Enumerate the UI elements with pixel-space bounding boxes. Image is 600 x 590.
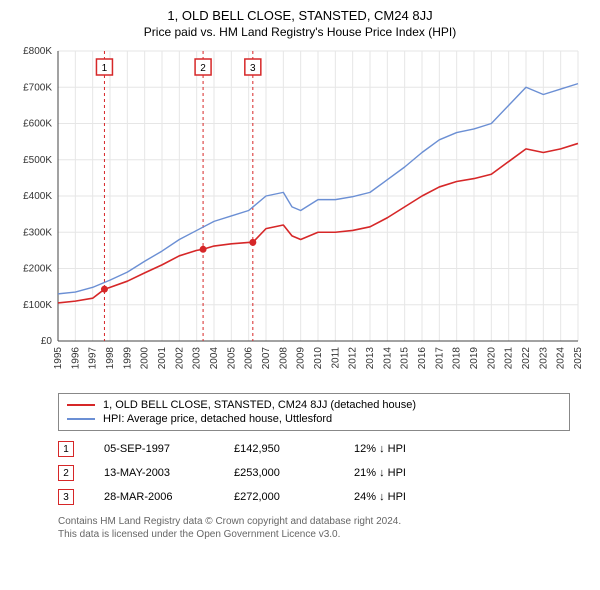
svg-text:2022: 2022 (521, 347, 532, 370)
event-row: 2 13-MAY-2003 £253,000 21% ↓ HPI (58, 461, 570, 485)
svg-text:2016: 2016 (417, 347, 428, 370)
svg-text:1998: 1998 (105, 347, 116, 370)
svg-text:2020: 2020 (486, 347, 497, 370)
svg-text:2011: 2011 (330, 347, 341, 369)
footer-attribution: Contains HM Land Registry data © Crown c… (58, 515, 570, 541)
svg-text:2024: 2024 (556, 347, 567, 370)
svg-text:2008: 2008 (278, 347, 289, 370)
svg-text:£400K: £400K (23, 191, 52, 202)
svg-text:2003: 2003 (192, 347, 203, 370)
legend-label: HPI: Average price, detached house, Uttl… (103, 413, 332, 425)
legend-swatch (67, 418, 95, 420)
svg-text:£600K: £600K (23, 119, 52, 130)
svg-text:2012: 2012 (348, 347, 359, 370)
chart-svg: £0 £100K £200K £300K £400K £500K £600K £700K £80… (10, 45, 590, 385)
svg-text:2015: 2015 (400, 347, 411, 370)
svg-text:2000: 2000 (140, 347, 151, 370)
svg-text:3: 3 (250, 63, 256, 74)
event-marker: 3 (58, 489, 74, 505)
svg-text:2021: 2021 (504, 347, 515, 370)
event-price: £272,000 (234, 491, 324, 503)
svg-text:2019: 2019 (469, 347, 480, 370)
event-price: £253,000 (234, 467, 324, 479)
svg-text:1: 1 (102, 63, 108, 74)
legend-box: 1, OLD BELL CLOSE, STANSTED, CM24 8JJ (d… (58, 393, 570, 431)
svg-text:2023: 2023 (538, 347, 549, 370)
legend-item: HPI: Average price, detached house, Uttl… (67, 412, 561, 426)
svg-text:2009: 2009 (296, 347, 307, 370)
svg-text:2: 2 (200, 63, 206, 74)
svg-text:2018: 2018 (452, 347, 463, 370)
svg-text:1996: 1996 (70, 347, 81, 370)
event-row: 3 28-MAR-2006 £272,000 24% ↓ HPI (58, 485, 570, 509)
event-marker: 2 (58, 465, 74, 481)
svg-text:£0: £0 (41, 336, 53, 347)
chart-container: 1, OLD BELL CLOSE, STANSTED, CM24 8JJ Pr… (0, 0, 600, 549)
svg-text:2005: 2005 (226, 347, 237, 370)
event-diff: 21% ↓ HPI (354, 467, 464, 479)
svg-text:2025: 2025 (573, 347, 584, 370)
svg-text:£500K: £500K (23, 155, 52, 166)
svg-text:2010: 2010 (313, 347, 324, 370)
legend-swatch (67, 404, 95, 406)
event-marker: 1 (58, 441, 74, 457)
footer-line-2: This data is licensed under the Open Gov… (58, 528, 570, 541)
svg-text:£200K: £200K (23, 264, 52, 275)
svg-text:1995: 1995 (53, 347, 64, 370)
svg-text:2013: 2013 (365, 347, 376, 370)
event-date: 28-MAR-2006 (104, 491, 204, 503)
event-row: 1 05-SEP-1997 £142,950 12% ↓ HPI (58, 437, 570, 461)
event-date: 05-SEP-1997 (104, 443, 204, 455)
svg-text:£700K: £700K (23, 82, 52, 93)
event-diff: 12% ↓ HPI (354, 443, 464, 455)
legend-item: 1, OLD BELL CLOSE, STANSTED, CM24 8JJ (d… (67, 398, 561, 412)
svg-text:£800K: £800K (23, 46, 52, 57)
svg-text:£100K: £100K (23, 300, 52, 311)
event-price: £142,950 (234, 443, 324, 455)
svg-text:2017: 2017 (434, 347, 445, 370)
svg-text:2001: 2001 (157, 347, 168, 370)
svg-text:1997: 1997 (88, 347, 99, 370)
svg-text:2007: 2007 (261, 347, 272, 370)
svg-text:1999: 1999 (122, 347, 133, 370)
svg-text:2014: 2014 (382, 347, 393, 370)
footer-line-1: Contains HM Land Registry data © Crown c… (58, 515, 570, 528)
event-diff: 24% ↓ HPI (354, 491, 464, 503)
svg-text:£300K: £300K (23, 227, 52, 238)
chart-area: £0 £100K £200K £300K £400K £500K £600K £700K £80… (10, 45, 590, 385)
chart-subtitle: Price paid vs. HM Land Registry's House … (10, 25, 590, 39)
svg-text:2004: 2004 (209, 347, 220, 370)
events-table: 1 05-SEP-1997 £142,950 12% ↓ HPI 2 13-MAY-200… (58, 437, 570, 509)
event-date: 13-MAY-2003 (104, 467, 204, 479)
svg-text:2002: 2002 (174, 347, 185, 370)
chart-title: 1, OLD BELL CLOSE, STANSTED, CM24 8JJ (10, 8, 590, 23)
legend-label: 1, OLD BELL CLOSE, STANSTED, CM24 8JJ (d… (103, 399, 416, 411)
svg-text:2006: 2006 (244, 347, 255, 370)
